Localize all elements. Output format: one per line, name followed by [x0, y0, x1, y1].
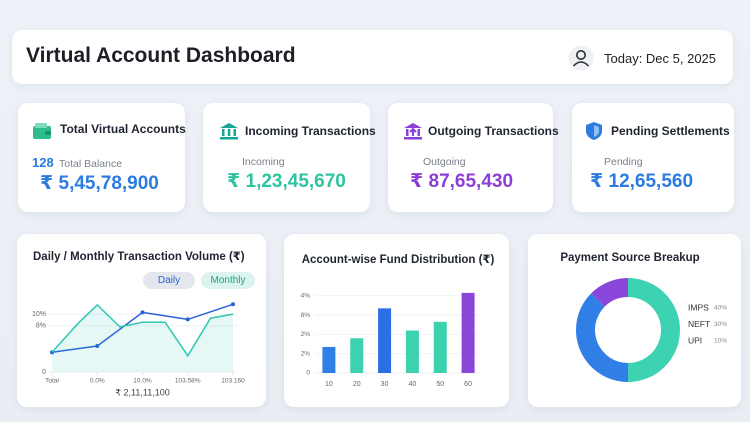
chart-card — [284, 234, 509, 407]
shield-icon — [586, 122, 602, 140]
card-value: ₹ 5,45,78,900 — [40, 173, 159, 194]
card-title: Outgoing Transactions — [428, 124, 559, 138]
card: Incoming Transactions Incoming ₹ 1,23,45… — [203, 103, 376, 212]
card-value: ₹ 1,23,45,670 — [227, 171, 346, 192]
wallet-icon — [33, 123, 51, 139]
card: Pending Settlements Pending ₹ 12,65,560 — [572, 103, 734, 212]
date-label: Today: Dec 5, 2025 — [604, 51, 717, 66]
chart-card — [528, 234, 741, 407]
card-title: Total Virtual Accounts — [60, 122, 186, 136]
toggle-monthly[interactable]: Monthly — [201, 272, 255, 289]
toggle-daily[interactable]: Daily — [143, 272, 195, 289]
card: Outgoing Transactions Outgoing ₹ 87,65,4… — [388, 103, 559, 212]
card-title: Incoming Transactions — [245, 124, 376, 138]
page-title: Virtual Account Dashboard — [26, 44, 296, 67]
card: Total Virtual Accounts 128 Total Balance… — [18, 103, 186, 212]
card-label: Outgoing — [423, 156, 466, 168]
chart-card — [17, 234, 266, 407]
outgoing-icon — [404, 123, 422, 140]
card-label: Total Balance — [59, 158, 123, 170]
card-label: Incoming — [242, 156, 285, 168]
user-icon[interactable] — [568, 45, 594, 71]
card-value: ₹ 12,65,560 — [590, 171, 694, 192]
card-title: Pending Settlements — [611, 124, 730, 138]
bank-icon — [220, 123, 238, 140]
card-value: ₹ 87,65,430 — [410, 171, 514, 192]
card-label: Pending — [604, 156, 643, 168]
card-count: 128 — [32, 155, 54, 170]
header-bar: Virtual Account Dashboard Today: Dec 5, … — [12, 30, 733, 84]
